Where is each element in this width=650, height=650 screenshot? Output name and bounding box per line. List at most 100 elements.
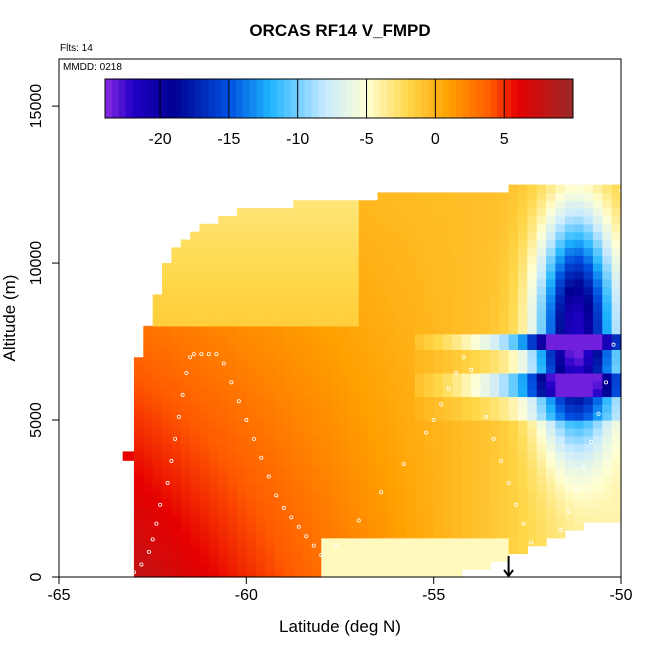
heatmap-cell [424,302,435,311]
heatmap-cell [274,223,285,233]
heatmap-cell [152,553,163,562]
heatmap-cell [199,310,210,319]
heatmap-cell [480,325,491,335]
heatmap-cell [321,474,332,484]
heatmap-cell [236,349,247,358]
heatmap-cell [340,467,350,476]
heatmap-cell [433,498,444,507]
heatmap-cell [162,522,172,531]
heatmap-cell [499,420,510,429]
heatmap-cell [162,506,172,515]
heatmap-cell [180,498,191,507]
heatmap-cell [190,506,201,515]
heatmap-cell [340,490,350,500]
heatmap-cell [489,420,500,429]
heatmap-cell [489,427,500,437]
heatmap-cell [461,490,472,500]
heatmap-cell [517,310,528,319]
heatmap-cell [564,215,575,225]
heatmap-cell [208,388,219,398]
heatmap-cell [602,325,613,335]
heatmap-cell [377,506,388,515]
heatmap-cell [255,451,266,460]
heatmap-cell [293,239,304,248]
heatmap-cell [274,553,285,562]
heatmap-cell [349,474,360,484]
heatmap-cell [265,380,276,390]
heatmap-cell [190,239,201,248]
heatmap-cell [311,569,322,578]
heatmap-cell [311,451,322,460]
heatmap-cell [199,278,210,288]
heatmap-cell [424,231,435,241]
heatmap-cell [246,372,257,382]
heatmap-cell [255,365,266,374]
heatmap-cell [592,318,603,327]
heatmap-cell [330,443,341,453]
heatmap-cell [246,349,257,358]
heatmap-cell [180,255,191,264]
heatmap-cell [190,263,201,272]
heatmap-cell [162,404,172,413]
heatmap-cell [396,302,407,311]
heatmap-cell [527,427,538,437]
heatmap-cell [283,490,294,500]
heatmap-cell [340,239,350,248]
heatmap-cell [330,545,341,555]
heatmap-cell [433,514,444,523]
heatmap-cell [536,427,547,437]
heatmap-cell [190,553,201,562]
heatmap-cell [293,537,304,547]
heatmap-cell [574,498,585,507]
heatmap-cell [152,325,163,335]
heatmap-cell [208,294,219,303]
heatmap-cell [368,537,379,547]
heatmap-cell [555,498,566,507]
heatmap-cell [517,490,528,500]
heatmap-cell [602,443,613,453]
heatmap-cell [227,333,238,343]
heatmap-cell [368,200,379,209]
heatmap-cell [443,388,453,398]
heatmap-cell [517,231,528,241]
heatmap-cell [508,365,519,374]
heatmap-cell [461,396,472,405]
heatmap-cell [527,474,538,484]
colorbar-segment [517,79,526,118]
heatmap-cell [368,514,379,523]
heatmap-cell [218,529,229,539]
heatmap-cell [546,357,557,366]
heatmap-cell [349,522,360,531]
heatmap-cell [396,255,407,264]
heatmap-cell [190,255,201,264]
heatmap-cell [199,247,210,256]
heatmap-cell [405,561,416,570]
heatmap-cell [265,443,276,453]
heatmap-cell [246,380,257,390]
heatmap-cell [564,184,575,194]
heatmap-cell [574,333,585,343]
heatmap-cell [564,341,575,350]
heatmap-cell [180,302,191,311]
heatmap-cell [396,498,407,507]
heatmap-cell [358,325,369,335]
heatmap-cell [321,537,332,547]
heatmap-cell [218,537,229,547]
heatmap-cell [358,263,369,272]
heatmap-cell [368,459,379,468]
heatmap-cell [517,545,528,555]
heatmap-cell [246,357,257,366]
heatmap-cell [499,208,510,217]
heatmap-cell [302,333,313,343]
heatmap-cell [152,420,163,429]
heatmap-cell [208,561,219,570]
heatmap-cell [499,451,510,460]
heatmap-cell [443,474,453,484]
heatmap-cell [293,435,304,445]
heatmap-cell [499,372,510,382]
heatmap-cell [583,404,594,413]
heatmap-cell [471,263,482,272]
heatmap-cell [602,318,613,327]
heatmap-cell [358,561,369,570]
heatmap-cell [489,396,500,405]
